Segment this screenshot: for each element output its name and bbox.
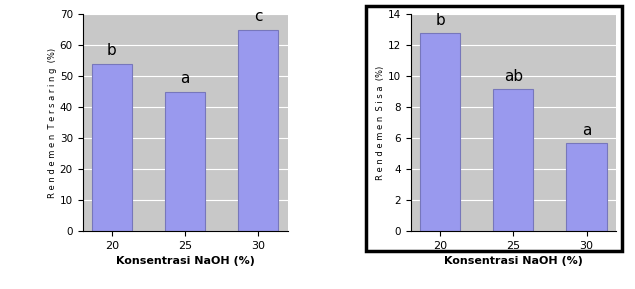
Text: a: a [582,123,591,138]
Bar [238,30,278,231]
Text: b: b [436,13,445,28]
Bar [566,143,606,231]
Text: b: b [107,43,117,58]
Y-axis label: R e n d e m e n  S i s a  (%): R e n d e m e n S i s a (%) [376,66,385,180]
Text: c: c [254,9,262,24]
Text: a: a [180,71,190,86]
Bar [420,33,460,231]
X-axis label: Konsentrasi NaOH (%): Konsentrasi NaOH (%) [116,256,255,266]
Text: ab: ab [504,69,523,84]
Bar [493,89,533,231]
Bar [92,64,132,231]
Y-axis label: R e n d e m e n  T e r s a r i n g  (%): R e n d e m e n T e r s a r i n g (%) [48,48,57,198]
Bar [165,92,205,231]
X-axis label: Konsentrasi NaOH (%): Konsentrasi NaOH (%) [444,256,583,266]
